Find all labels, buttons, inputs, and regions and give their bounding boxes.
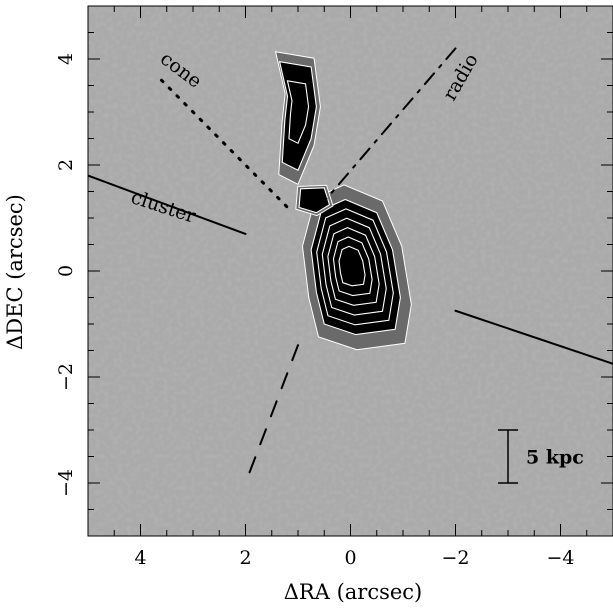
x-tick-label: 2	[239, 547, 251, 569]
tick-labels: 4 2 0 −2 −4 4 2 0 −2 −4	[55, 53, 575, 569]
scale-bar-label: 5 kpc	[526, 447, 584, 469]
line-dotted	[160, 78, 289, 209]
contour	[332, 236, 373, 297]
line-dash-dot	[318, 47, 457, 209]
emission-layer	[274, 51, 412, 351]
line-solid	[88, 174, 247, 235]
y-tick-label: 2	[55, 159, 77, 171]
emission-region	[295, 184, 334, 217]
contour	[316, 208, 394, 326]
annotation-lines	[88, 47, 613, 484]
emission-region	[274, 51, 321, 185]
contour	[286, 80, 310, 145]
line-dashed	[244, 344, 299, 484]
line-solid	[454, 309, 613, 365]
axis-ticks	[87, 5, 613, 537]
y-tick-label: −2	[55, 363, 77, 391]
contour	[321, 217, 387, 316]
x-tick-label: −4	[546, 547, 574, 569]
y-tick-label: −4	[55, 469, 77, 497]
contour	[338, 245, 366, 287]
emission-region	[301, 184, 412, 351]
contour	[327, 227, 380, 306]
y-tick-label: 0	[55, 265, 77, 277]
x-tick-label: −2	[441, 547, 469, 569]
scale-bar: 5 kpc	[498, 429, 584, 484]
y-tick-label: 4	[55, 53, 77, 65]
x-axis-label: ΔRA (arcsec)	[284, 580, 423, 604]
x-tick-label: 4	[134, 547, 146, 569]
y-axis-label: ΔDEC (arcsec)	[3, 194, 27, 350]
contour	[298, 187, 331, 214]
x-tick-label: 0	[344, 547, 356, 569]
